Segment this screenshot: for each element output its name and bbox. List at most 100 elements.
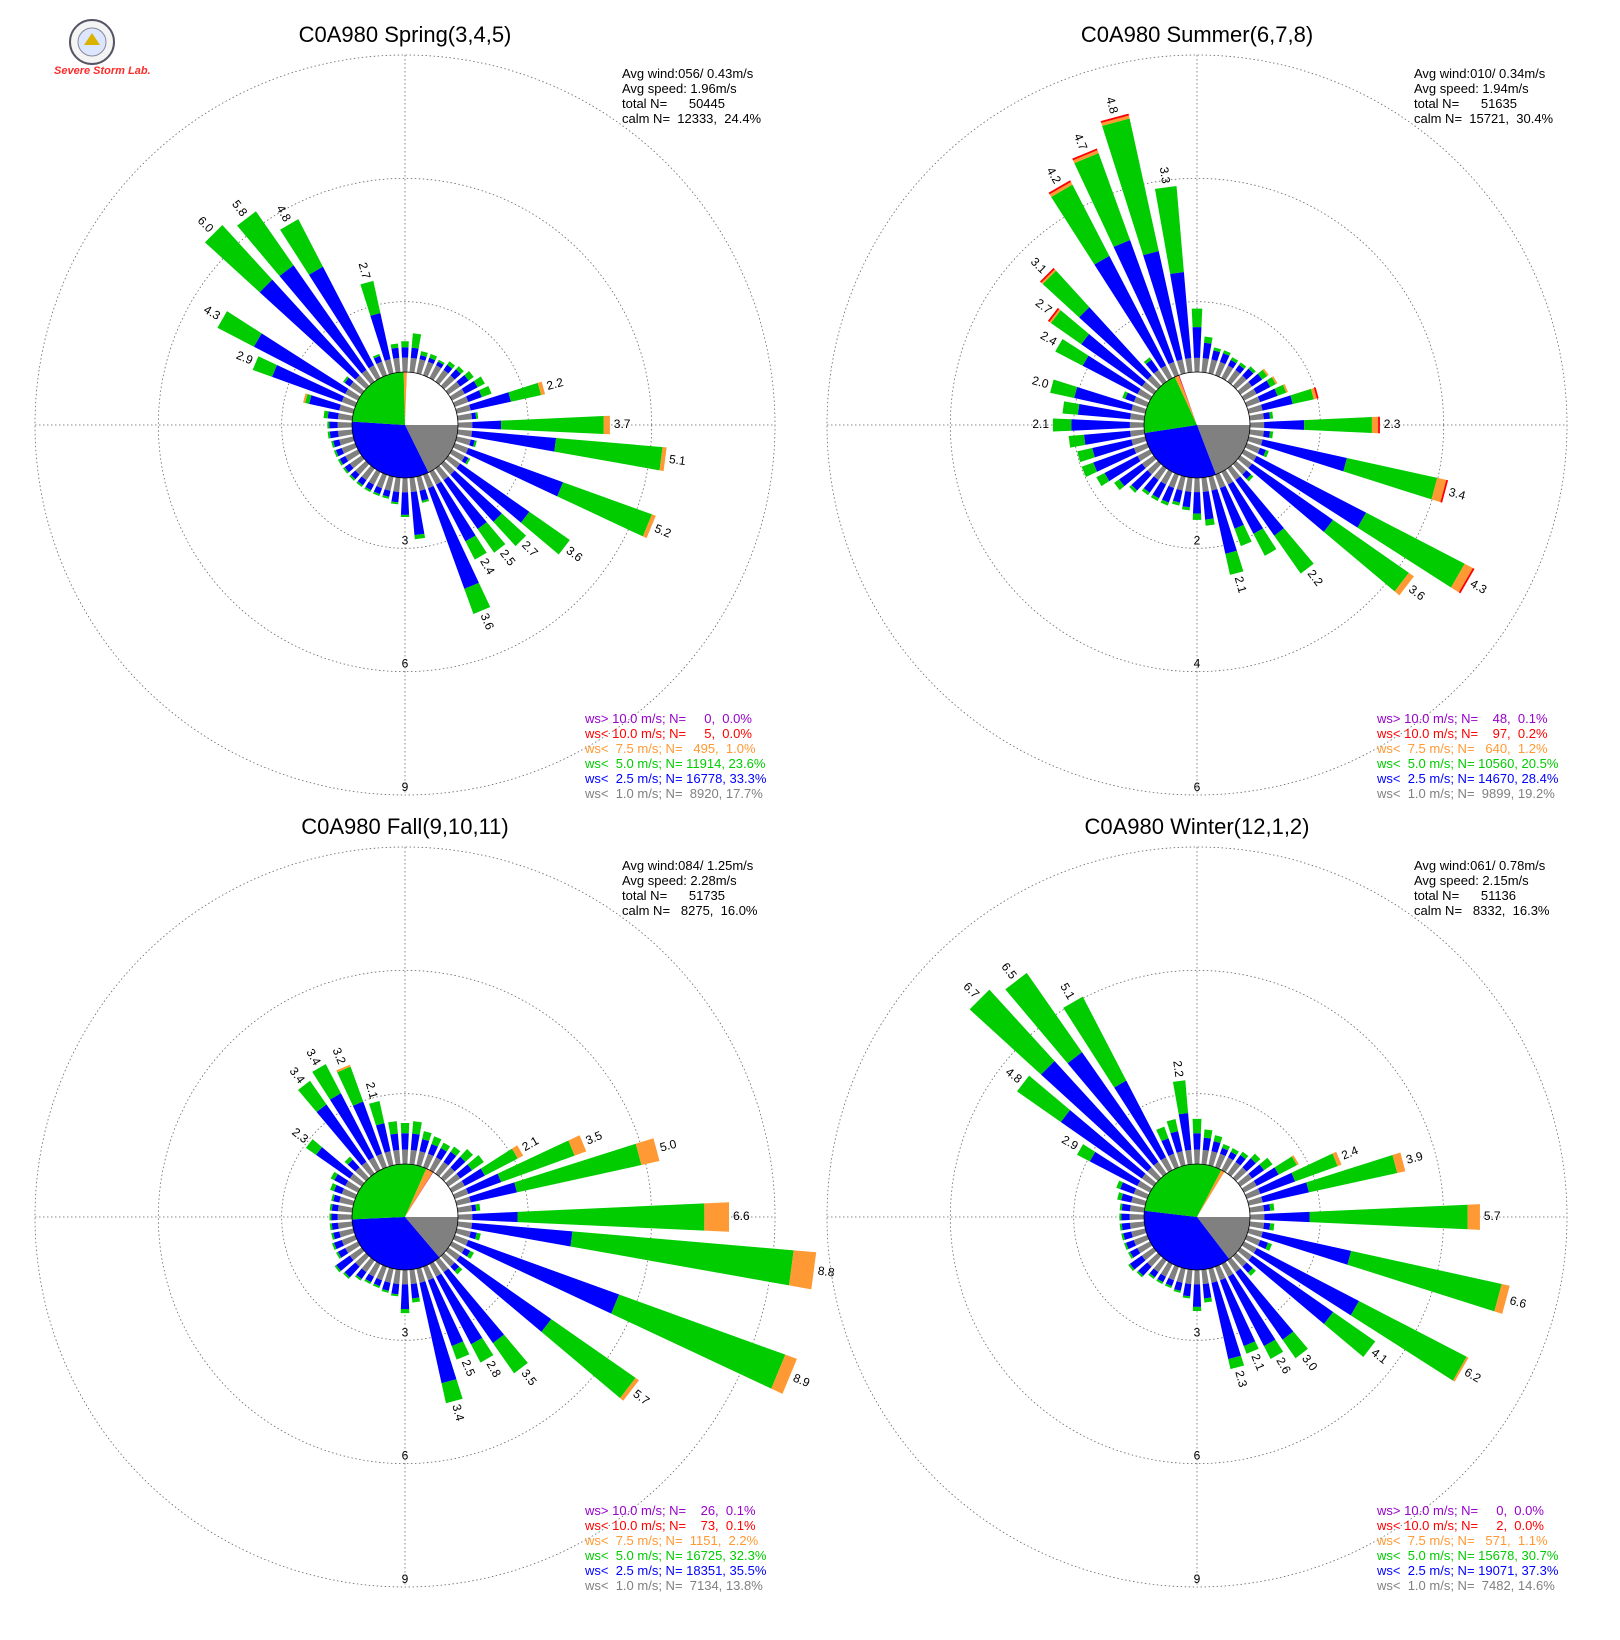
wind-bar-segment (334, 1264, 341, 1273)
wind-bar-segment (1048, 180, 1072, 195)
wind-bar-segment (1201, 1149, 1209, 1165)
wind-bar-segment (1168, 361, 1179, 378)
wind-bar-segment (1077, 448, 1095, 463)
wind-bar-segment (1156, 1278, 1164, 1285)
speed-pie-slice (1179, 375, 1197, 425)
wind-bar-segment (329, 1213, 332, 1221)
wind-bar-segment (333, 450, 339, 458)
wind-bar-segment (1168, 472, 1179, 489)
wind-bar-segment (1357, 512, 1465, 588)
wind-bar-segment (1131, 1228, 1147, 1238)
wind-bar-segment (416, 475, 426, 491)
wind-bar-segment (451, 1341, 470, 1360)
wind-bar-segment (1160, 1157, 1173, 1173)
wind-bar-segment (416, 1267, 426, 1283)
chart-title: C0A980 Winter(12,1,2) (1085, 814, 1310, 839)
wind-bar-segment (436, 1148, 447, 1161)
wind-bar-segment (1185, 1149, 1193, 1165)
wind-bar-segment (355, 1252, 370, 1267)
wind-bar-segment (1227, 1257, 1241, 1273)
wind-bar-segment (401, 477, 409, 493)
wind-bar-segment (1120, 1182, 1136, 1195)
wind-bar-segment (1185, 1269, 1193, 1285)
wind-bar-segment (497, 1140, 575, 1183)
bar-percent-label: 4.8 (1103, 95, 1121, 115)
legend-entry: ws< 2.5 m/s; N= 14670, 28.4% (1376, 771, 1559, 786)
wind-bar-segment (1181, 506, 1190, 511)
wind-bar-segment (1241, 388, 1257, 401)
wind-bar-segment (384, 475, 394, 491)
wind-bar-segment (391, 1293, 399, 1297)
wind-bar-segment (452, 1235, 469, 1246)
wind-bar-segment (1221, 469, 1234, 485)
wind-bar-segment (1160, 1261, 1173, 1277)
wind-bar-segment (1164, 1283, 1172, 1289)
wind-bar-segment (1172, 1080, 1189, 1115)
wind-bar-segment (1230, 357, 1239, 364)
wind-bar-segment (1241, 449, 1257, 462)
wind-bar-segment (1192, 513, 1202, 520)
wind-bar-segment (373, 486, 383, 495)
calm-circle (1143, 1163, 1251, 1271)
wind-bar-segment (1253, 1248, 1360, 1316)
wind-bar-segment (445, 1247, 461, 1261)
bar-percent-label: 6.6 (1508, 1293, 1528, 1311)
wind-bar-segment (461, 1168, 485, 1186)
calm-pie-slice (1197, 1171, 1250, 1217)
wind-bar-segment (1113, 240, 1175, 365)
wind-bar-segment (343, 1272, 350, 1279)
wind-bar-segment (327, 421, 330, 429)
wind-bar-segment (1125, 392, 1137, 403)
wind-bar-segment (1077, 404, 1131, 420)
wind-bar-segment (1263, 412, 1271, 420)
bar-percent-label: 2.0 (1030, 373, 1050, 391)
wind-bar-segment (331, 1204, 339, 1212)
wind-bar-segment (305, 394, 312, 404)
wind-bar-segment (1149, 1268, 1159, 1278)
wind-bar-segment (1313, 387, 1319, 399)
wind-bar-segment (400, 492, 410, 515)
wind-bar-segment (1185, 477, 1193, 492)
wind-bar-segment (339, 1228, 355, 1238)
wind-bar-segment (1221, 1157, 1234, 1173)
legend-entry: ws< 5.0 m/s; N= 15678, 30.7% (1376, 1548, 1559, 1563)
legend-entry: ws< 10.0 m/s; N= 5, 0.0% (584, 726, 752, 741)
bar-percent-label: 3.5 (583, 1128, 604, 1147)
wind-bar-segment (372, 1283, 380, 1289)
wind-bar-segment (341, 396, 358, 407)
wind-bar-segment (337, 1248, 349, 1258)
wind-bar-segment (1133, 443, 1150, 454)
wind-bar-segment (331, 1222, 339, 1230)
bar-percent-label: 5.2 (652, 521, 673, 540)
wind-bar-segment (1249, 1205, 1265, 1213)
wind-bar-segment (1193, 1133, 1201, 1150)
wind-bar-segment (620, 1377, 639, 1401)
wind-bar-segment (435, 465, 449, 481)
wind-bar-segment (1235, 1154, 1246, 1166)
wind-bar-segment (969, 989, 1055, 1075)
wind-bar-segment (1141, 381, 1157, 395)
wind-bar-segment (1261, 1231, 1352, 1265)
legend-entry: ws< 10.0 m/s; N= 97, 0.2% (1376, 726, 1548, 741)
bar-percent-label: 5.0 (658, 1137, 678, 1155)
wind-bar-segment (1129, 1205, 1145, 1213)
wind-bar-segment (1130, 413, 1145, 421)
wind-bar-segment (1153, 1257, 1167, 1273)
speed-pie-slice (1197, 1217, 1250, 1260)
wind-bar-segment (471, 430, 557, 452)
wind-bar-segment (511, 1145, 524, 1159)
wind-bar-segment (1154, 186, 1184, 274)
wind-bar-segment (1178, 1112, 1192, 1151)
wind-bar-segment (344, 463, 354, 473)
wind-bar-segment (1215, 1264, 1226, 1281)
wind-bar-segment (1193, 1269, 1201, 1285)
wind-bar-segment (1100, 113, 1129, 123)
wind-bar-segment (1182, 491, 1192, 508)
wind-bar-segment (341, 443, 358, 454)
ring-label: 6 (402, 1449, 409, 1463)
wind-bar-segment (365, 1273, 374, 1283)
legend-entry: ws< 10.0 m/s; N= 2, 0.0% (1376, 1518, 1544, 1533)
wind-bar-segment (1148, 1273, 1155, 1280)
